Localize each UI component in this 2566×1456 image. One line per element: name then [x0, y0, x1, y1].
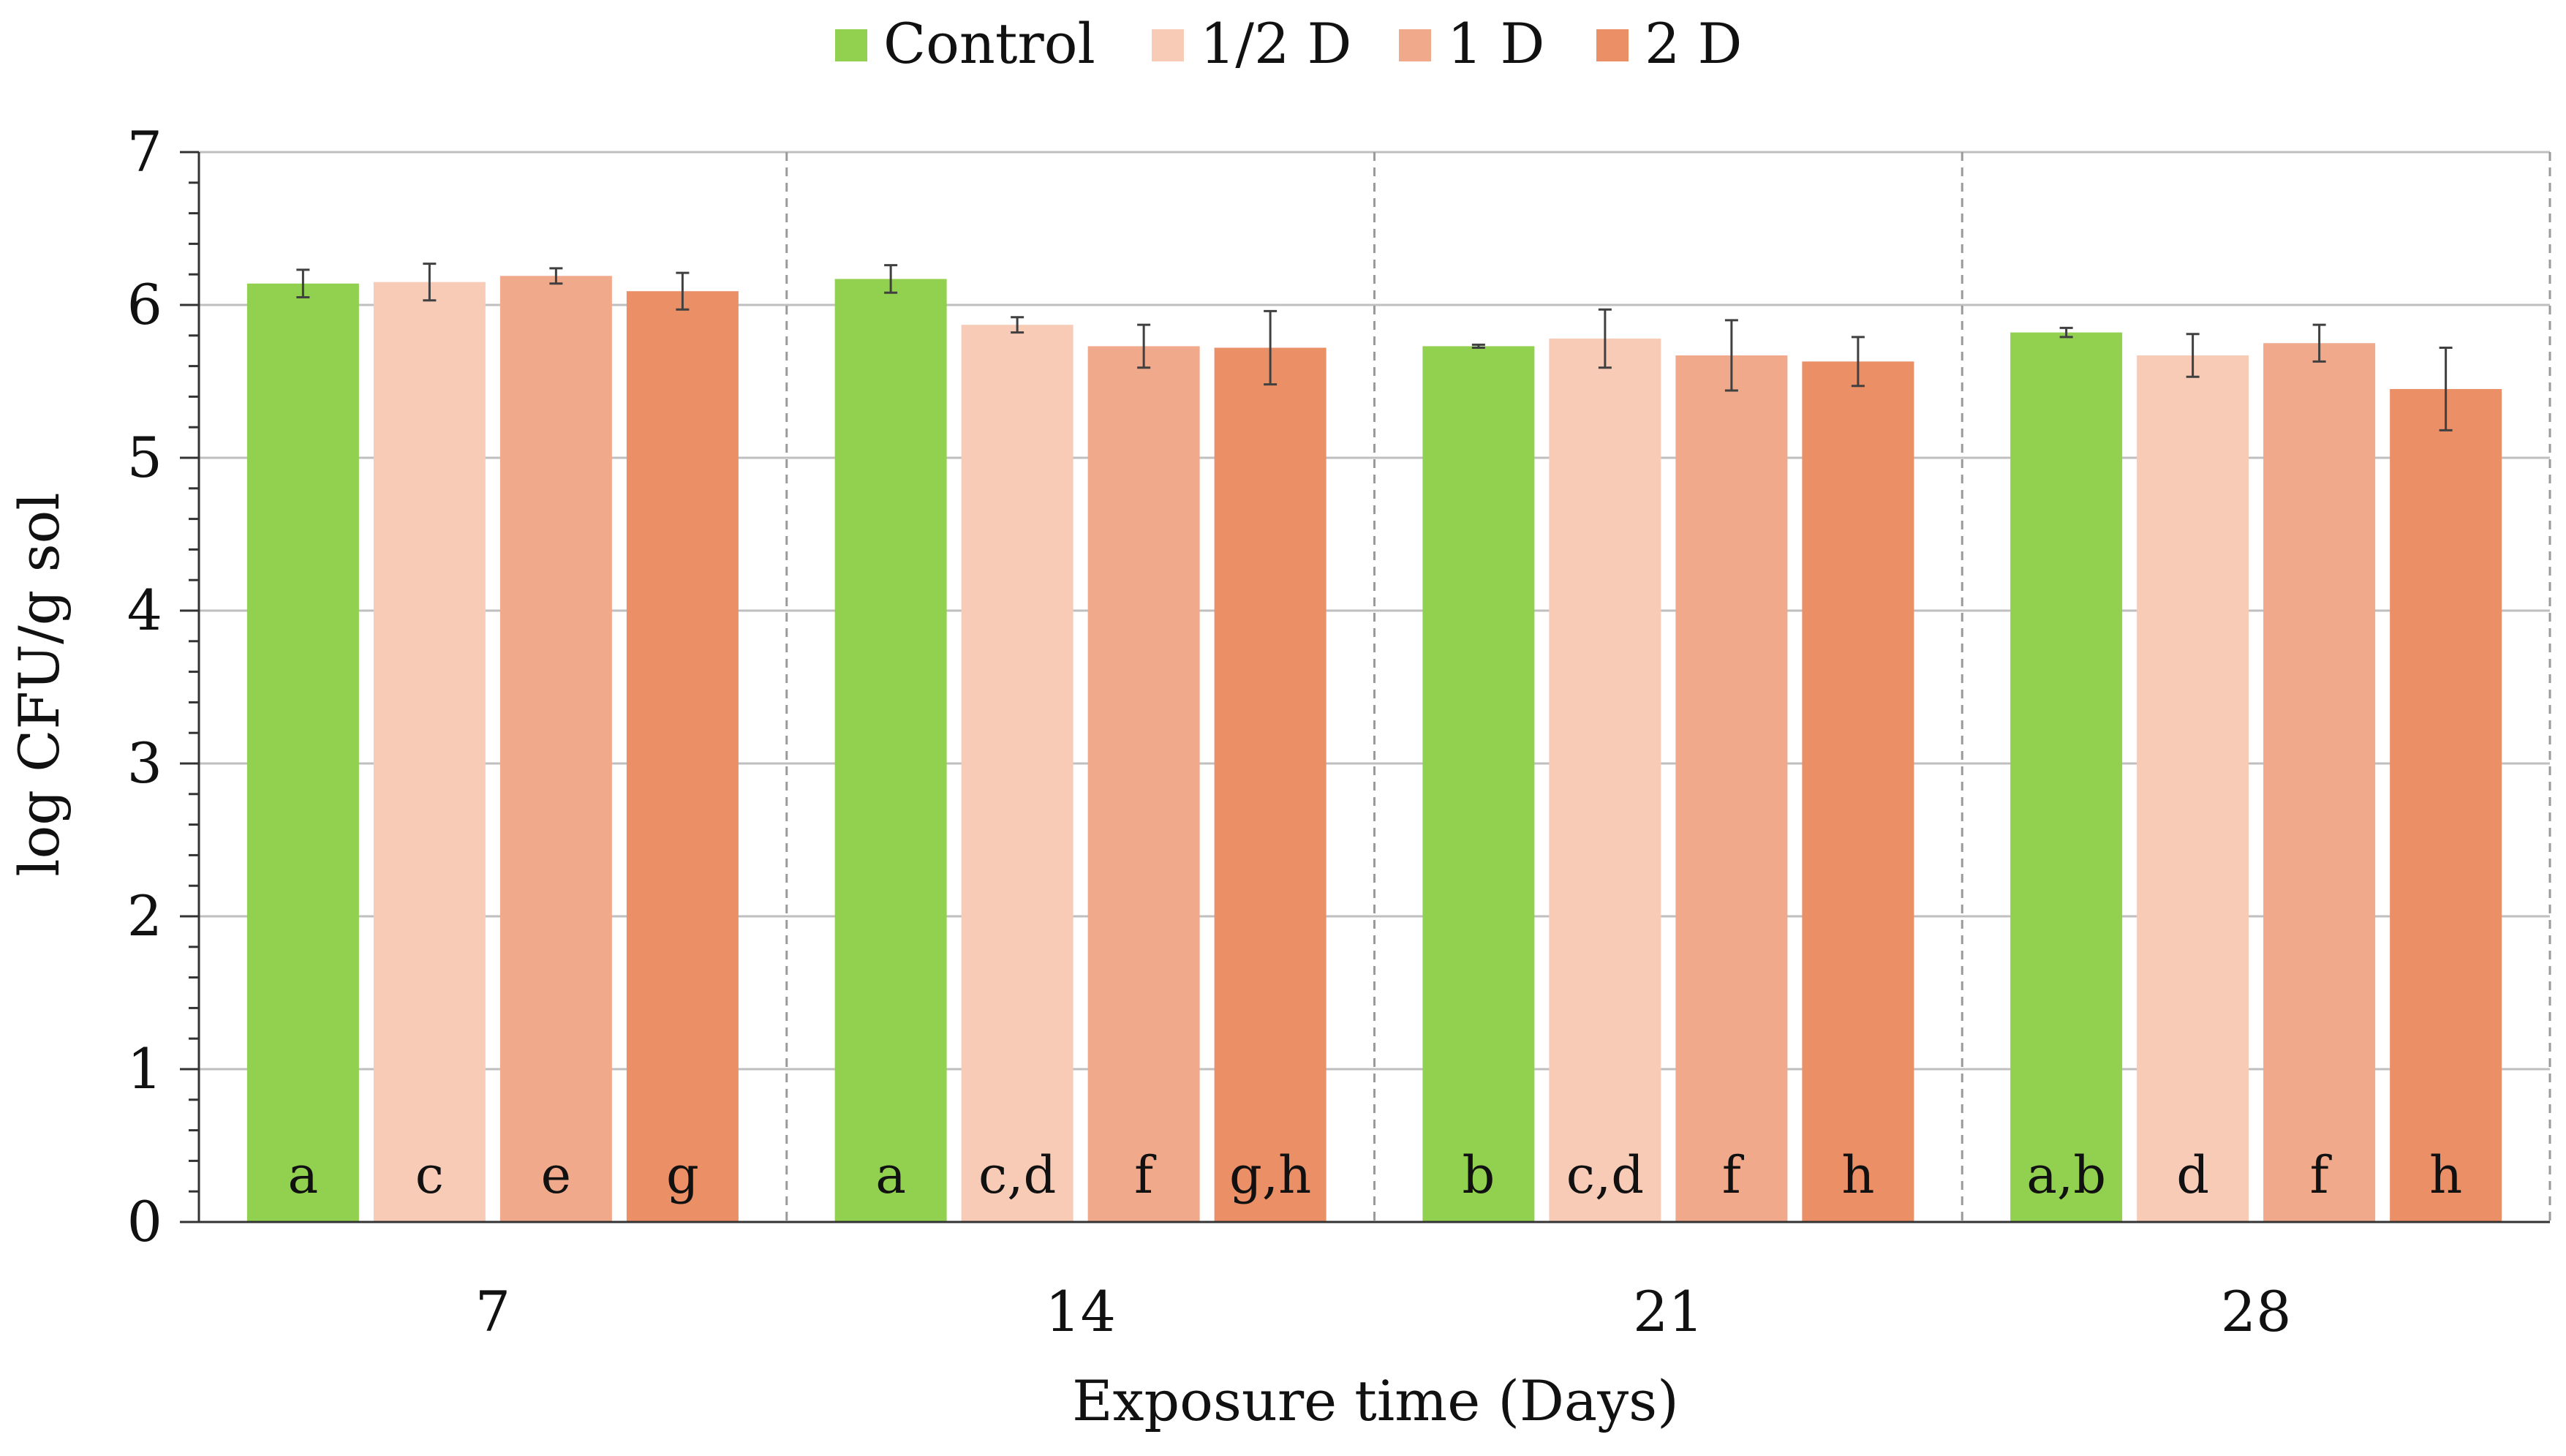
bar [1422, 346, 1535, 1223]
legend: Control 1/2 D 1 D 2 D [835, 11, 1742, 76]
significance-label: c,d [978, 1145, 1056, 1205]
y-tick-label: 1 [127, 1036, 162, 1101]
significance-label: h [2429, 1145, 2462, 1205]
axes: 0 1 2 3 4 5 6 7 7 14 21 28 [127, 119, 2550, 1344]
significance-label: e [541, 1145, 571, 1205]
bar [2390, 388, 2502, 1223]
legend-swatch [835, 29, 867, 61]
bar [2263, 343, 2376, 1222]
bar [499, 276, 612, 1222]
significance-label: a [875, 1145, 906, 1205]
significance-label: g,h [1229, 1145, 1311, 1205]
significance-label: f [2310, 1145, 2333, 1205]
bar [834, 279, 947, 1223]
bars [246, 276, 2502, 1223]
bar [1675, 355, 1788, 1223]
legend-swatch [1596, 29, 1629, 61]
x-tick-label: 14 [1045, 1279, 1116, 1344]
y-tick-label: 5 [127, 425, 162, 490]
legend-label: Control [883, 11, 1095, 76]
x-tick-label: 28 [2221, 1279, 2292, 1344]
significance-label: h [1841, 1145, 1874, 1205]
significance-label: c [415, 1145, 444, 1205]
error-bars [296, 263, 2453, 431]
bar [1214, 347, 1327, 1222]
bar [2010, 332, 2123, 1222]
bar [1549, 338, 1661, 1223]
significance-label: b [1462, 1145, 1495, 1205]
bar [2137, 355, 2249, 1223]
significance-label: g [666, 1145, 699, 1205]
significance-label: f [1134, 1145, 1157, 1205]
y-tick-label: 4 [127, 578, 162, 643]
legend-label: 2 D [1645, 11, 1742, 76]
y-axis-title: log CFU/g sol [7, 492, 72, 876]
significance-labels: a c e g a c,d f g,h b c,d f h a,b d f h [288, 1145, 2463, 1205]
x-tick-label: 21 [1633, 1279, 1704, 1344]
bar [626, 291, 739, 1223]
significance-label: f [1722, 1145, 1745, 1205]
bar [373, 282, 486, 1222]
y-tick-label: 3 [127, 731, 162, 796]
x-tick-label: 7 [475, 1279, 510, 1344]
legend-label: 1 D [1447, 11, 1544, 76]
bar [1802, 361, 1914, 1223]
significance-label: a,b [2026, 1145, 2106, 1205]
y-tick-label: 2 [127, 883, 162, 948]
legend-label: 1/2 D [1200, 11, 1351, 76]
x-axis-title: Exposure time (Days) [1072, 1368, 1679, 1433]
y-tick-label: 0 [127, 1189, 162, 1254]
significance-label: d [2176, 1145, 2209, 1205]
y-tick-label: 7 [127, 119, 162, 184]
bar [961, 325, 1073, 1222]
legend-swatch [1152, 29, 1184, 61]
significance-label: c,d [1566, 1145, 1644, 1205]
bar [246, 283, 359, 1222]
significance-label: a [288, 1145, 319, 1205]
legend-swatch [1399, 29, 1431, 61]
y-tick-label: 6 [127, 272, 162, 337]
bar [1087, 346, 1200, 1223]
